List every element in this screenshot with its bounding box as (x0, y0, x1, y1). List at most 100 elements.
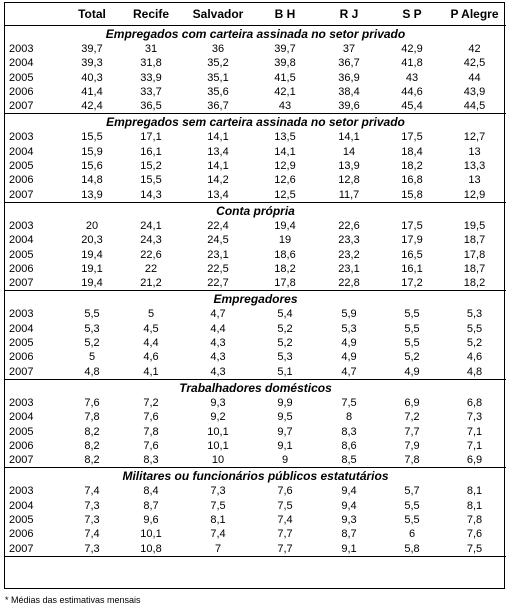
section-title-row: Empregados com carteira assinada no seto… (5, 26, 506, 43)
value-cell: 33,7 (140, 85, 162, 98)
value-cell: 5,2 (404, 351, 420, 364)
value-cell: 4,6 (466, 351, 483, 364)
value-cell: 19,1 (81, 262, 103, 275)
value-cell: 14,1 (207, 131, 229, 144)
value-cell: 5,3 (277, 351, 293, 364)
value-cell: 4,5 (143, 322, 159, 335)
value-cell: 5,5 (404, 514, 420, 527)
value-cell: 11,7 (317, 187, 381, 203)
value-cell: 40,3 (81, 71, 103, 84)
table-row: 2007 8,2 8,3 10 9 8,5 7,8 6,9 (5, 453, 506, 469)
value-cell: 39,7 (274, 43, 296, 55)
value-cell: 23,2 (338, 248, 360, 261)
value-cell: 7,8 (143, 425, 159, 438)
value-cell: 12,9 (274, 160, 296, 173)
year-cell: 2004 (9, 499, 34, 512)
value-cell: 7,4 (210, 528, 226, 541)
value-cell: 9,3 (210, 396, 226, 409)
data-table-frame: Total Recife Salvador B H R J S P P Aleg… (4, 2, 506, 589)
value-cell: 7,4 (277, 514, 293, 527)
value-cell: 4,4 (210, 322, 226, 335)
value-cell: 7,7 (253, 541, 317, 557)
value-cell: 7,5 (210, 499, 226, 512)
value-cell: 22,6 (338, 219, 360, 232)
value-cell: 42,4 (65, 99, 119, 115)
value-cell: 7,3 (84, 499, 100, 512)
value-cell: 8,1 (466, 485, 483, 498)
value-cell: 19 (278, 234, 292, 247)
value-cell: 8,3 (341, 425, 357, 438)
header-sp: S P (402, 7, 422, 21)
value-cell: 7,4 (84, 485, 100, 498)
table-row: 2003 7,6 7,2 9,3 9,9 7,5 6,9 6,8 (5, 396, 506, 410)
value-cell: 4,8 (65, 364, 119, 380)
value-cell: 43 (405, 71, 419, 84)
value-cell: 7,3 (466, 411, 483, 424)
section-title: Empregadores (213, 292, 298, 307)
year-cell: 2005 (9, 425, 34, 438)
value-cell: 4,3 (210, 351, 226, 364)
value-cell: 5,2 (277, 337, 293, 350)
value-cell: 35,2 (207, 57, 229, 70)
value-cell: 14,2 (207, 174, 229, 187)
year-cell: 2003 (9, 43, 34, 55)
value-cell: 17,9 (401, 234, 423, 247)
value-cell: 17,8 (463, 248, 486, 261)
value-cell: 7,9 (404, 439, 420, 452)
value-cell: 8,7 (341, 528, 357, 541)
value-cell: 15,5 (81, 131, 103, 144)
section-title-row: Trabalhadores domésticos (5, 379, 506, 396)
header-palegre: P Alegre (450, 7, 499, 21)
value-cell: 10,1 (207, 425, 229, 438)
year-cell: 2006 (9, 439, 34, 452)
header-rj: R J (339, 7, 359, 21)
value-cell: 13,9 (65, 187, 119, 203)
value-cell: 15,5 (140, 174, 162, 187)
table-row: 2006 8,2 7,6 10,1 9,1 8,6 7,9 7,1 (5, 439, 506, 453)
value-cell: 39,3 (81, 57, 103, 70)
value-cell: 22,7 (183, 276, 253, 292)
value-cell: 7,5 (277, 499, 293, 512)
value-cell: 12,6 (274, 174, 296, 187)
table-row: 2004 20,3 24,3 24,5 19 23,3 17,9 18,7 (5, 233, 506, 247)
table-row: 2004 7,3 8,7 7,5 7,5 9,4 5,5 8,1 (5, 499, 506, 513)
table-row: 2007 42,4 36,5 36,7 43 39,6 45,4 44,5 (5, 99, 506, 115)
value-cell: 42 (468, 43, 481, 55)
value-cell: 22,8 (317, 276, 381, 292)
value-cell: 7 (183, 541, 253, 557)
table-row: 2007 4,8 4,1 4,3 5,1 4,7 4,9 4,8 (5, 364, 506, 380)
value-cell: 22,4 (207, 219, 229, 232)
value-cell: 4,1 (119, 364, 183, 380)
value-cell: 5 (88, 351, 96, 364)
value-cell: 38,4 (338, 85, 360, 98)
section-title: Conta própria (216, 203, 295, 218)
value-cell: 19,4 (274, 219, 296, 232)
value-cell: 7,1 (466, 439, 483, 452)
value-cell: 18,7 (463, 234, 486, 247)
value-cell: 13,3 (463, 160, 486, 173)
value-cell: 17,5 (401, 219, 423, 232)
value-cell: 44,5 (443, 99, 506, 115)
section-title: Empregados sem carteira assinada no seto… (106, 115, 405, 130)
value-cell: 7,2 (143, 396, 159, 409)
value-cell: 21,2 (119, 276, 183, 292)
value-cell: 22 (144, 262, 158, 275)
value-cell: 42,9 (401, 43, 423, 55)
year-cell: 2007 (5, 187, 65, 203)
table-row: 2006 19,1 22 22,5 18,2 23,1 16,1 18,7 (5, 262, 506, 276)
value-cell: 10,1 (140, 528, 162, 541)
table-row: 2006 5 4,6 4,3 5,3 4,9 5,2 4,6 (5, 350, 506, 364)
value-cell: 15,8 (381, 187, 443, 203)
table-row: 2005 15,6 15,2 14,1 12,9 13,9 18,2 13,3 (5, 159, 506, 173)
value-cell: 18,6 (274, 248, 296, 261)
value-cell: 5,3 (84, 322, 100, 335)
year-cell: 2005 (9, 71, 34, 84)
value-cell: 6,9 (443, 453, 506, 469)
value-cell: 4,6 (143, 351, 159, 364)
table-row: 2004 39,3 31,8 35,2 39,8 36,7 41,8 42,5 (5, 56, 506, 70)
value-cell: 31 (144, 43, 158, 55)
value-cell: 8,7 (143, 499, 159, 512)
value-cell: 5,3 (341, 322, 357, 335)
value-cell: 9 (253, 453, 317, 469)
header-row: Total Recife Salvador B H R J S P P Aleg… (5, 3, 506, 26)
